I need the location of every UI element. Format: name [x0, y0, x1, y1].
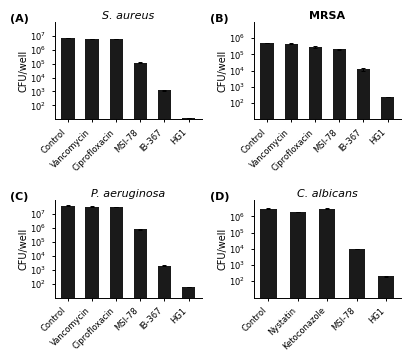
Bar [61, 38, 75, 363]
Bar [319, 209, 335, 363]
Text: (D): (D) [210, 192, 229, 203]
Bar [260, 209, 276, 363]
Bar [357, 69, 370, 363]
Title: P. aeruginosa: P. aeruginosa [91, 189, 165, 199]
Title: MRSA: MRSA [309, 11, 345, 21]
Y-axis label: CFU/well: CFU/well [218, 49, 228, 92]
Bar [290, 212, 306, 363]
Bar [182, 287, 195, 363]
Text: (A): (A) [10, 14, 29, 24]
Bar [378, 276, 394, 363]
Text: (B): (B) [210, 14, 228, 24]
Bar [182, 118, 195, 363]
Bar [85, 39, 99, 363]
Y-axis label: CFU/well: CFU/well [218, 228, 228, 270]
Bar [61, 206, 75, 363]
Y-axis label: CFU/well: CFU/well [19, 228, 29, 270]
Bar [158, 90, 171, 363]
Title: C. albicans: C. albicans [297, 189, 358, 199]
Text: (C): (C) [10, 192, 29, 203]
Bar [260, 43, 274, 363]
Bar [110, 207, 123, 363]
Bar [110, 39, 123, 363]
Bar [285, 44, 298, 363]
Bar [85, 207, 99, 363]
Bar [133, 62, 147, 363]
Bar [381, 97, 394, 363]
Bar [349, 249, 365, 363]
Bar [309, 46, 322, 363]
Y-axis label: CFU/well: CFU/well [19, 49, 29, 92]
Bar [333, 49, 346, 363]
Title: S. aureus: S. aureus [102, 11, 154, 21]
Bar [133, 229, 147, 363]
Bar [158, 265, 171, 363]
